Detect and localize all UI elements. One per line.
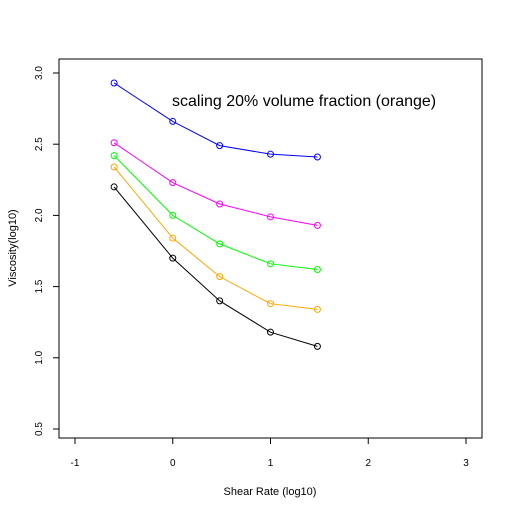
x-tick-label: 2	[365, 458, 371, 469]
data-point	[169, 211, 177, 219]
x-tick-label: 1	[268, 458, 274, 469]
data-point	[313, 342, 321, 350]
x-tick-label: 0	[170, 458, 176, 469]
data-point	[267, 300, 274, 308]
data-point	[216, 142, 224, 150]
y-tick-label: 2.0	[34, 208, 45, 222]
plot-frame	[58, 58, 483, 439]
series-line	[113, 166, 318, 310]
x-axis: -1 0 1 2 3	[71, 438, 469, 469]
data-point	[313, 305, 321, 313]
data-point	[267, 150, 274, 158]
y-axis-title: Viscosity(log10)	[7, 209, 19, 286]
data-point	[169, 234, 177, 242]
data-point	[110, 152, 118, 160]
y-tick-label: 3.0	[34, 66, 45, 80]
series-4	[110, 183, 321, 350]
y-tick-label: 1.5	[34, 279, 45, 293]
data-point	[110, 183, 118, 191]
series-line	[113, 155, 318, 271]
series-line	[113, 82, 318, 158]
data-point	[216, 200, 224, 208]
data-point	[169, 254, 177, 262]
data-point	[169, 179, 177, 187]
series-line	[113, 186, 318, 347]
series-layer	[110, 79, 321, 350]
data-point	[216, 273, 224, 281]
data-point	[267, 328, 274, 336]
x-tick-label: 3	[463, 458, 469, 469]
data-point	[110, 163, 118, 171]
chart-annotation: scaling 20% volume fraction (orange)	[172, 93, 436, 110]
x-axis-title: Shear Rate (log10)	[224, 486, 317, 498]
y-tick-label: 1.0	[34, 350, 45, 364]
series-line	[113, 142, 318, 226]
data-point	[169, 117, 177, 125]
y-tick-label: 0.5	[34, 422, 45, 436]
data-point	[313, 266, 321, 274]
data-point	[110, 139, 118, 147]
data-point	[267, 260, 274, 268]
x-tick-label: -1	[71, 458, 80, 469]
series-1	[110, 139, 321, 229]
series-0	[110, 79, 321, 161]
series-3	[110, 163, 321, 313]
series-2	[110, 152, 321, 274]
data-point	[110, 79, 118, 87]
data-point	[216, 297, 224, 305]
data-point	[313, 153, 321, 161]
data-point	[216, 240, 224, 248]
y-tick-label: 2.5	[34, 137, 45, 151]
data-point	[267, 213, 274, 221]
data-point	[313, 221, 321, 229]
y-axis: 0.5 1.0 1.5 2.0 2.5 3.0	[34, 66, 59, 436]
